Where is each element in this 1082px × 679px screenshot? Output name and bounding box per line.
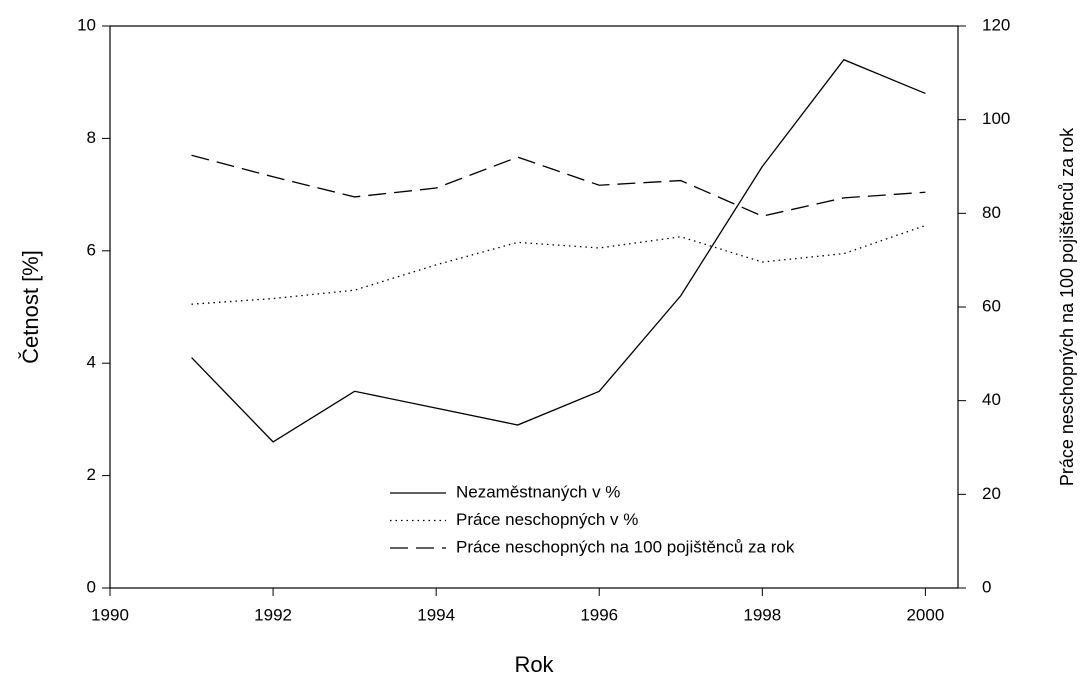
y-tick-label: 6 (87, 240, 96, 259)
x-tick-label: 1990 (91, 605, 129, 624)
legend-label: Práce neschopných v % (456, 510, 638, 529)
y2-axis-label: Práce neschopných na 100 pojištěnců za r… (1057, 127, 1077, 486)
y2-tick-label: 60 (982, 296, 1001, 315)
line-series (191, 154, 926, 217)
x-tick-label: 2000 (906, 605, 944, 624)
y-tick-label: 8 (87, 128, 96, 147)
y-tick-label: 0 (87, 577, 96, 596)
y-tick-label: 2 (87, 465, 96, 484)
x-tick-label: 1992 (254, 605, 292, 624)
plot-frame (109, 25, 959, 589)
x-tick-label: 1996 (580, 605, 618, 624)
line-series (191, 58, 926, 443)
y2-tick-label: 0 (982, 577, 991, 596)
x-axis-label: Rok (514, 652, 554, 677)
legend-label: Nezaměstnaných v % (456, 482, 620, 501)
y-tick-label: 4 (87, 353, 96, 372)
y2-tick-label: 100 (982, 109, 1010, 128)
y2-tick-label: 80 (982, 203, 1001, 222)
y-axis-label: Četnost [%] (18, 250, 43, 364)
y2-tick-label: 40 (982, 390, 1001, 409)
y2-tick-label: 20 (982, 484, 1001, 503)
y-tick-label: 10 (77, 15, 96, 34)
y2-tick-label: 120 (982, 15, 1010, 34)
x-tick-label: 1994 (417, 605, 455, 624)
line-series (191, 224, 926, 305)
legend-label: Práce neschopných na 100 pojištěnců za r… (456, 537, 795, 556)
x-tick-label: 1998 (743, 605, 781, 624)
